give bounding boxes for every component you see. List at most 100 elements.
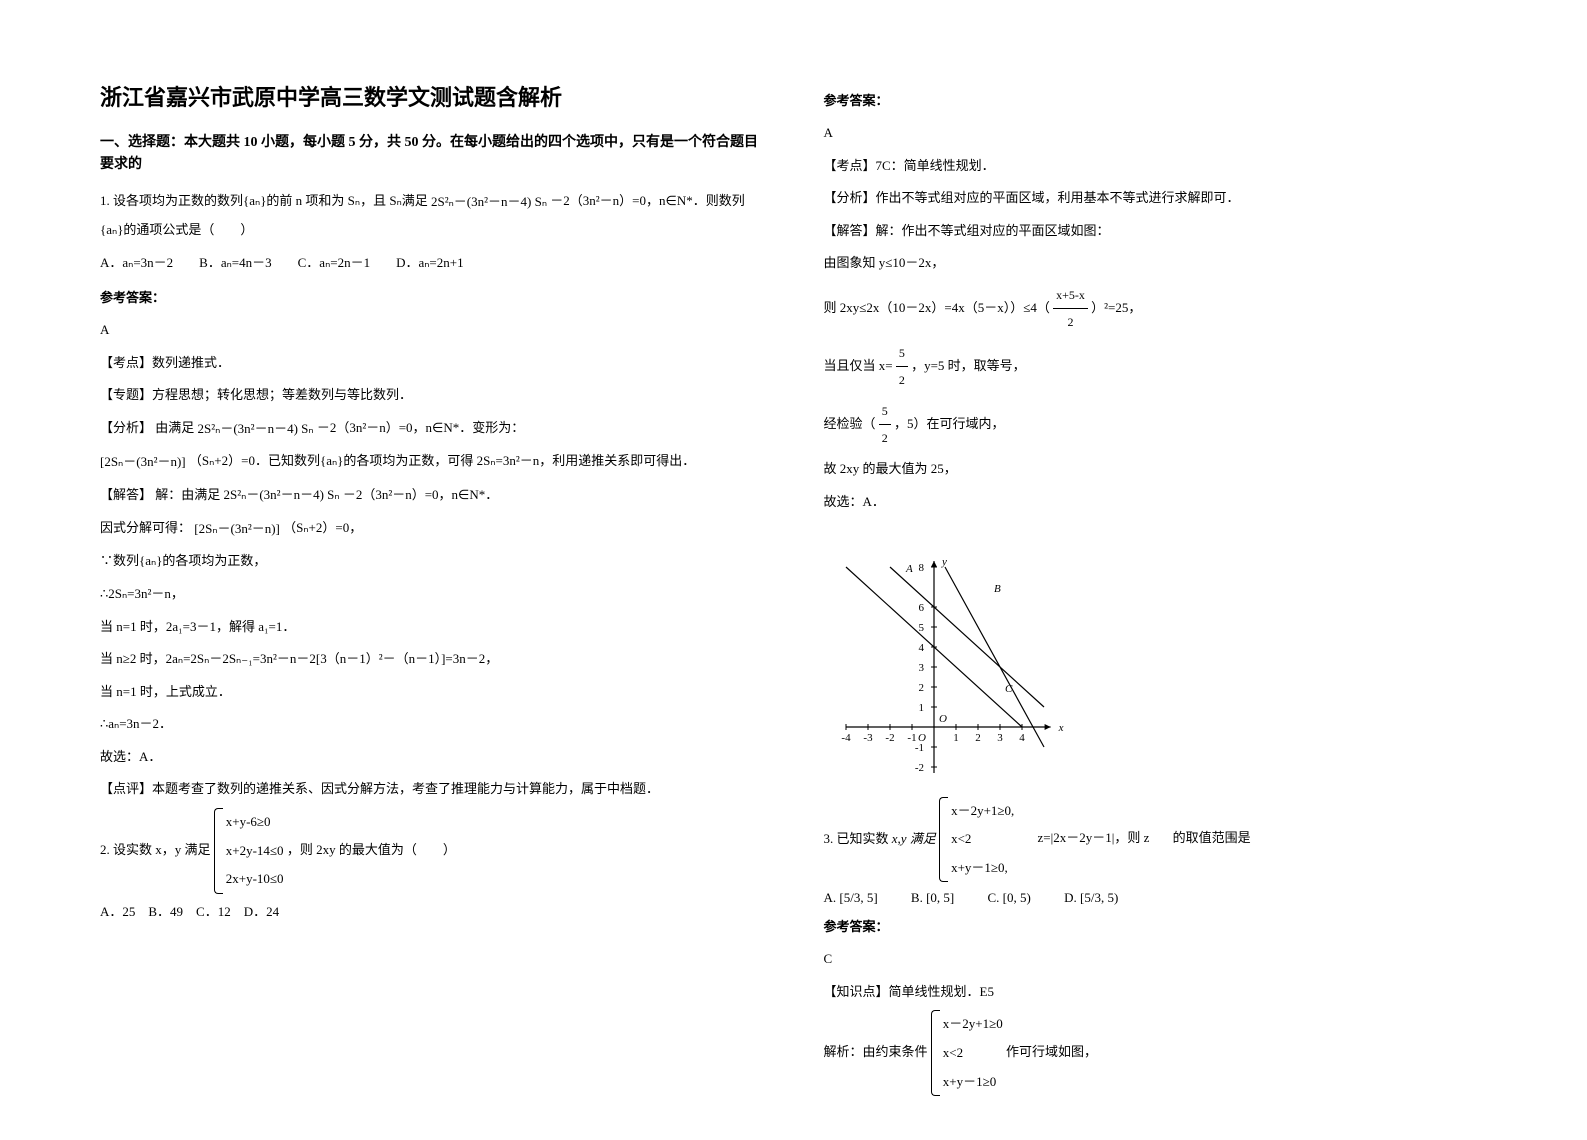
q3-system: x－2y+1≥0, x<2 x+y－1≥0, xyxy=(939,797,1014,883)
svg-text:-2: -2 xyxy=(885,732,894,744)
section-heading: 一、选择题：本大题共 10 小题，每小题 5 分，共 50 分。在每小题给出的四… xyxy=(100,132,764,177)
q2-text: 2. 设实数 x，y 满足 x+y-6≥0 x+2y-14≤0 2x+y-10≤… xyxy=(100,808,764,894)
q2-kaodian-text: 7C：简单线性规划． xyxy=(876,158,995,173)
q3-sys3: x+y－1≥0, xyxy=(951,860,1008,875)
q1-answer-letter: A xyxy=(100,316,764,345)
q2-line4: 经检验（ 5 2 ，5）在可行域内， xyxy=(824,398,1488,452)
svg-text:C: C xyxy=(1005,683,1013,695)
q2-frac2: 5 2 xyxy=(896,340,908,394)
svg-text:-2: -2 xyxy=(914,762,923,774)
answer-label-2: 参考答案： xyxy=(824,90,1488,109)
q2-line5: 故 2xy 的最大值为 25， xyxy=(824,455,1488,484)
q2-line2: 则 2xy≤2x（10－2x）=4x（5－x））≤4（ x+5-x 2 ）²=2… xyxy=(824,282,1488,336)
svg-text:3: 3 xyxy=(918,662,924,674)
q3a-system: x－2y+1≥0 x<2 x+y－1≥0 xyxy=(931,1010,1003,1096)
q2-fenxi: 【分析】作出不等式组对应的平面区域，利用基本不等式进行求解即可． xyxy=(824,184,1488,213)
q1-line5: 当 n=1 时，上式成立． xyxy=(100,678,764,707)
q2-line2b: ）²=25， xyxy=(1091,300,1141,315)
q3-zhishidian: 【知识点】简单线性规划．E5 xyxy=(824,978,1488,1007)
q1-options: A．aₙ=3n－2 B．aₙ=4n－3 C．aₙ=2n－1 D．aₙ=2n+1 xyxy=(100,249,764,278)
q3-jiexi: 解析：由约束条件 x－2y+1≥0 x<2 x+y－1≥0 作可行域如图， xyxy=(824,1010,1488,1096)
q3-text-a: 3. 已知实数 xyxy=(824,830,889,845)
q1-formula: 2S²ₙ－(3n²－n－4) Sₙ xyxy=(431,188,547,217)
jieda-a: 解：由满足 xyxy=(155,487,220,502)
q3-options: A. [5/3, 5] B. [0, 5] C. [0, 5) D. [5/3,… xyxy=(824,890,1488,906)
q2-line2a: 则 2xy≤2x（10－2x）=4x（5－x））≤4（ xyxy=(824,300,1050,315)
right-column: 参考答案： A 【考点】7C：简单线性规划． 【分析】作出不等式组对应的平面区域… xyxy=(824,80,1488,1100)
frac3-num: 5 xyxy=(879,398,891,425)
q2-text-a: 2. 设实数 x，y 满足 xyxy=(100,842,211,857)
jieda-label: 【解答】 xyxy=(100,487,152,502)
q2-line6: 故选：A． xyxy=(824,488,1488,517)
jieda-formula2: [2Sₙ－(3n²－n)] xyxy=(194,515,280,544)
fenxi-formula: 2S²ₙ－(3n²－n－4) Sₙ xyxy=(198,415,314,444)
q1-line2: ∴2Sₙ=3n²－n， xyxy=(100,580,764,609)
svg-text:-4: -4 xyxy=(841,732,851,744)
q3-text-b: 的取值范围是 xyxy=(1173,830,1251,845)
answer-label-3: 参考答案： xyxy=(824,916,1488,935)
dianping-label: 【点评】 xyxy=(100,781,152,796)
q3-jiexi-a: 解析：由约束条件 xyxy=(824,1044,928,1059)
svg-text:-3: -3 xyxy=(863,732,873,744)
q3a-sys3: x+y－1≥0 xyxy=(943,1074,996,1089)
kaodian-text: 数列递推式． xyxy=(152,355,230,370)
svg-text:6: 6 xyxy=(918,602,924,614)
q1-text-a: 1. 设各项均为正数的数列{aₙ}的前 n 项和为 Sₙ，且 Sₙ满足 xyxy=(100,193,428,208)
q3-optA: A. [5/3, 5] xyxy=(824,890,878,905)
jieda-b: －2（3n²－n）=0，n∈N*． xyxy=(343,487,498,502)
feasible-region-chart: -4-3-2-11234-2-11234568ABCOxyO xyxy=(824,527,1084,787)
dianping-text: 本题考查了数列的递推关系、因式分解方法，考查了推理能力与计算能力，属于中档题． xyxy=(152,781,659,796)
q1-jieda: 【解答】 解：由满足 2S²ₙ－(3n²－n－4) Sₙ －2（3n²－n）=0… xyxy=(100,481,764,510)
q3-optD: D. [5/3, 5) xyxy=(1064,890,1118,905)
q3-optB: B. [0, 5] xyxy=(911,890,954,905)
q1-dianping: 【点评】本题考查了数列的递推关系、因式分解方法，考查了推理能力与计算能力，属于中… xyxy=(100,775,764,804)
fenxi-b: －2（3n²－n）=0，n∈N*．变形为： xyxy=(317,420,524,435)
q1-line4: 当 n≥2 时，2aₙ=2Sₙ－2Sₙ₋₁=3n²－n－2[3（n－1）²－（n… xyxy=(100,645,764,674)
svg-text:8: 8 xyxy=(918,562,924,574)
q3-answer-letter: C xyxy=(824,945,1488,974)
q3-optC: C. [0, 5) xyxy=(988,890,1031,905)
svg-text:O: O xyxy=(939,713,947,725)
fenxi-a: 由满足 xyxy=(155,420,194,435)
svg-text:3: 3 xyxy=(997,732,1003,744)
q2-fenxi-text: 作出不等式组对应的平面区域，利用基本不等式进行求解即可． xyxy=(876,190,1240,205)
q2-sys2: x+2y-14≤0 xyxy=(226,843,284,858)
zhuanti-label: 【专题】 xyxy=(100,387,152,402)
q2-frac3: 5 2 xyxy=(879,398,891,452)
q1-fenxi: 【分析】 由满足 2S²ₙ－(3n²－n－4) Sₙ －2（3n²－n）=0，n… xyxy=(100,414,764,443)
q2-jieda: 【解答】解：作出不等式组对应的平面区域如图： xyxy=(824,217,1488,246)
svg-text:2: 2 xyxy=(918,682,924,694)
q3-zsd-text: 简单线性规划．E5 xyxy=(889,984,994,999)
svg-text:5: 5 xyxy=(918,622,924,634)
q2-kaodian: 【考点】7C：简单线性规划． xyxy=(824,152,1488,181)
svg-text:A: A xyxy=(905,563,913,575)
q3-text-z: z=|2x－2y－1|，则 z xyxy=(1038,830,1150,845)
svg-text:4: 4 xyxy=(918,642,924,654)
q2-line4b: ，5）在可行域内， xyxy=(894,415,1005,430)
q2-line3: 当且仅当 x= 5 2 ，y=5 时，取等号， xyxy=(824,340,1488,394)
q1-zhuanti: 【专题】方程思想；转化思想；等差数列与等比数列． xyxy=(100,381,764,410)
q1-line7: 故选：A． xyxy=(100,743,764,772)
frac3-den: 2 xyxy=(879,425,891,451)
kaodian-label: 【考点】 xyxy=(100,355,152,370)
svg-text:1: 1 xyxy=(918,702,924,714)
q1-line3: 当 n=1 时，2a₁=3－1，解得 a₁=1． xyxy=(100,613,764,642)
zhuanti-text: 方程思想；转化思想；等差数列与等比数列． xyxy=(152,387,412,402)
q2-line3a: 当且仅当 x= xyxy=(824,358,893,373)
q2-text-b: ，则 2xy 的最大值为（ ） xyxy=(287,842,456,857)
svg-text:y: y xyxy=(941,556,947,568)
left-column: 浙江省嘉兴市武原中学高三数学文测试题含解析 一、选择题：本大题共 10 小题，每… xyxy=(100,80,764,1100)
q2-jieda-label: 【解答】 xyxy=(824,223,876,238)
q1-line1: ∵数列{aₙ}的各项均为正数， xyxy=(100,547,764,576)
fenxi-c: [2Sₙ－(3n²－n)] xyxy=(100,448,186,477)
q1-line6: ∴aₙ=3n－2． xyxy=(100,710,764,739)
page-title: 浙江省嘉兴市武原中学高三数学文测试题含解析 xyxy=(100,80,764,112)
q2-jieda-a: 解：作出不等式组对应的平面区域如图： xyxy=(876,223,1110,238)
q3a-sys1: x－2y+1≥0 xyxy=(943,1016,1003,1031)
q3-zsd-label: 【知识点】 xyxy=(824,984,889,999)
q1-jieda2: 因式分解可得： [2Sₙ－(3n²－n)] （Sₙ+2）=0， xyxy=(100,514,764,543)
svg-text:4: 4 xyxy=(1019,732,1025,744)
q2-fenxi-label: 【分析】 xyxy=(824,190,876,205)
q2-answer-letter: A xyxy=(824,119,1488,148)
q2-frac1: x+5-x 2 xyxy=(1053,282,1088,336)
